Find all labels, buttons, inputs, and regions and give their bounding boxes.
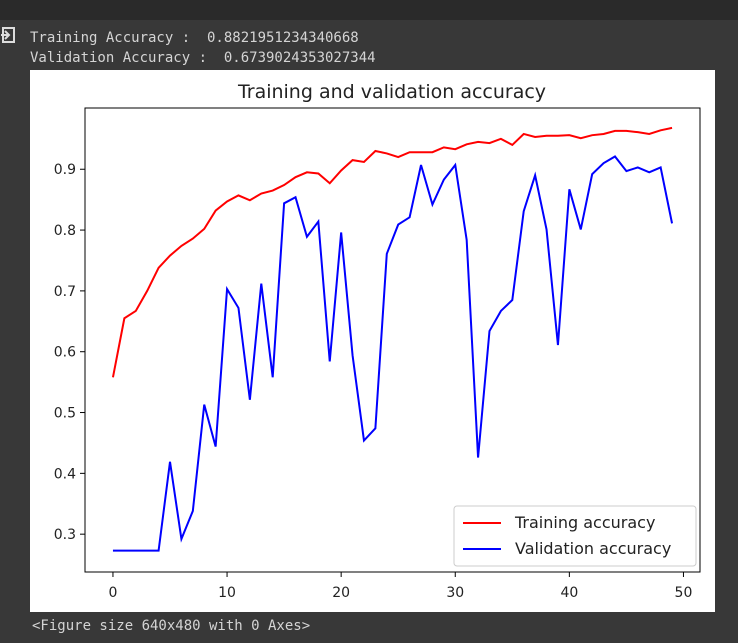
output-line: Training Accuracy : 0.8821951234340668 (30, 30, 359, 46)
series-line (112, 155, 674, 552)
x-tick-label: 30 (446, 585, 464, 601)
legend-label: Training accuracy (514, 513, 655, 532)
x-tick-label: 40 (560, 585, 578, 601)
figure-footer: <Figure size 640x480 with 0 Axes> (32, 618, 310, 634)
x-tick-label: 20 (332, 585, 350, 601)
output-icon (1, 27, 15, 43)
chart-title: Training and validation accuracy (237, 81, 546, 103)
legend-box (453, 505, 697, 567)
legend-label: Validation accuracy (515, 539, 671, 558)
top-bar (0, 0, 738, 20)
x-tick-label: 10 (218, 585, 236, 601)
y-tick-label: 0.7 (54, 284, 76, 300)
y-tick-label: 0.5 (54, 406, 76, 422)
x-tick-label: 50 (675, 585, 693, 601)
series-line (111, 126, 673, 378)
x-tick-label: 0 (108, 585, 117, 601)
y-tick-label: 0.3 (54, 527, 76, 543)
y-tick-label: 0.4 (54, 466, 76, 482)
y-tick-label: 0.9 (54, 162, 76, 178)
y-tick-label: 0.8 (54, 223, 76, 239)
y-tick-label: 0.6 (54, 345, 76, 361)
axes-frame (84, 107, 701, 573)
output-line: Validation Accuracy : 0.6739024353027344 (30, 50, 376, 66)
plot: 0.3 0.4 0.5 0.6 0.7 0.8 0.9 0 10 20 30 40 50 Training… (54, 107, 701, 601)
